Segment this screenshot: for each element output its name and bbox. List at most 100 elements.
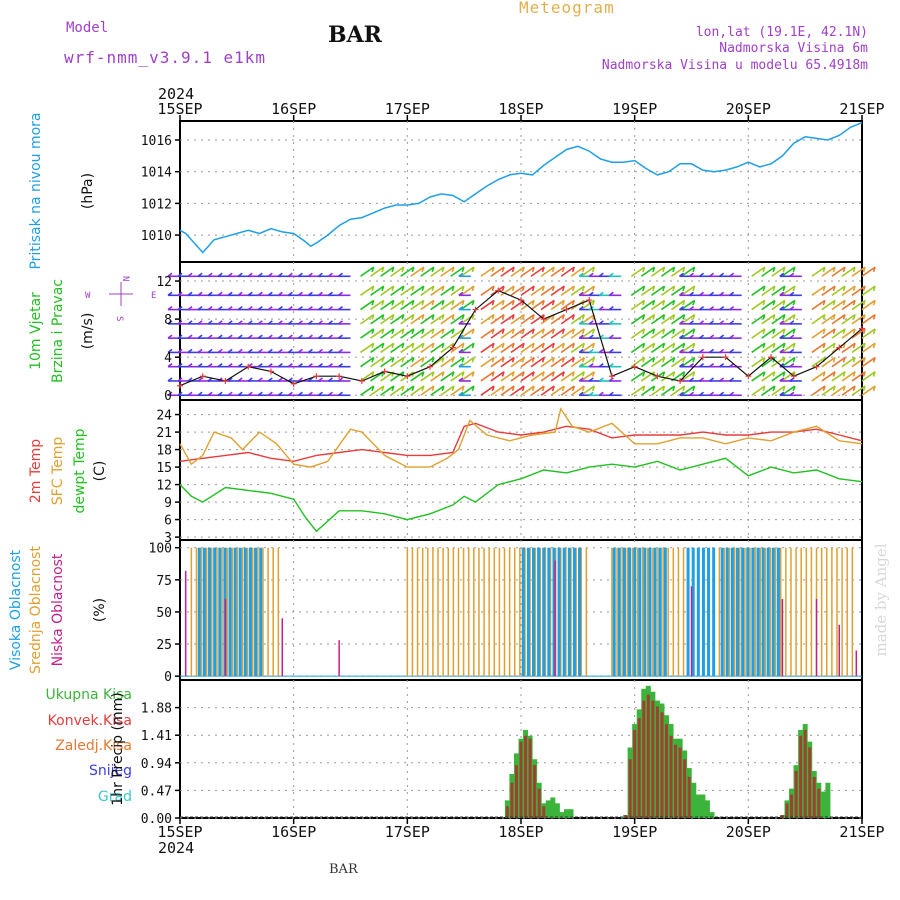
wind-barb-head [197, 363, 203, 368]
wind-barb-head [662, 285, 666, 292]
wind-barb-head [327, 291, 333, 296]
wind-barb [821, 328, 836, 339]
wind-barb-head [652, 328, 656, 334]
wind-barb [761, 299, 776, 311]
wind-barb-head [598, 320, 604, 325]
wind-barb [771, 342, 786, 354]
wind-barb-head [779, 272, 785, 277]
wind-barb [851, 285, 866, 296]
wind-barb-head [581, 371, 586, 377]
wind-barb-head [551, 385, 555, 392]
conv-rain-bar [683, 759, 687, 818]
wind-barb-head [561, 357, 565, 363]
wind-barb [640, 266, 655, 277]
wind-barb-head [762, 342, 766, 349]
wind-barb [630, 371, 645, 382]
conv-rain-bar [812, 776, 816, 818]
wind-barb [681, 356, 696, 368]
wind-barb-head [267, 363, 273, 368]
high-cloud-bar [771, 547, 775, 677]
wind-barb-head [779, 363, 785, 368]
wind-barb-head [401, 314, 405, 320]
pressure-ylabel: Pritisak na nivou mora [28, 112, 44, 269]
wind-barb-head [862, 328, 866, 334]
wind-barb-head [217, 291, 223, 296]
wind-barb-head [608, 305, 614, 311]
wind-barb [540, 285, 555, 296]
wind-barb-head [792, 314, 796, 320]
wind-barb-head [872, 314, 876, 320]
high-cloud-bar [663, 547, 667, 677]
wind-barb-head [588, 272, 594, 277]
wind-barb-head [177, 272, 183, 277]
wind-barb-head [307, 363, 313, 368]
wind-barb-head [307, 391, 313, 396]
wind-barb [560, 342, 575, 354]
wind-barb-head [381, 266, 385, 273]
wind-barb-head [371, 285, 375, 292]
wind-barb-head [287, 291, 293, 296]
total-rain-bar [704, 800, 710, 818]
wind-barb-head [531, 300, 535, 306]
wind-barb-head [822, 266, 826, 273]
wind-barb-head [257, 272, 263, 277]
wind-barb-head [471, 300, 475, 306]
wind-barb-head [772, 385, 776, 392]
high-cloud-bar [707, 547, 711, 677]
wind-barb [420, 371, 435, 382]
wind-speed-point [859, 325, 865, 332]
wind-barb [520, 356, 535, 368]
wind-barb-head [588, 291, 594, 296]
wind-barb-head [842, 300, 846, 306]
wind-barb [821, 371, 836, 382]
wind-barb-head [652, 357, 656, 363]
wind-barb-head [531, 385, 535, 392]
wind-barb-head [197, 334, 203, 339]
high-cloud-bar [766, 547, 770, 677]
wind-barb-head [608, 363, 614, 368]
wind-barb-head [167, 291, 173, 296]
high-cloud-bar [542, 547, 546, 677]
x-tick-label-bottom: 18SEP [498, 823, 543, 841]
wind-barb-head [679, 272, 684, 277]
wind-barb-head [531, 285, 535, 292]
data-layer [167, 121, 876, 818]
total-rain-bar [554, 803, 560, 818]
wind-barb [390, 342, 405, 354]
wind-barb-head [491, 342, 495, 349]
wind-barb [490, 371, 505, 382]
high-cloud-bar [228, 547, 232, 677]
wind-barb-head [789, 291, 795, 296]
wind-speed-point [608, 373, 615, 380]
wind-barb [630, 328, 645, 339]
wind-barb-head [491, 357, 495, 363]
wind-barb-head [277, 334, 283, 339]
wind-barb [500, 328, 515, 339]
wind-barb-head [207, 305, 213, 311]
wind-barb-head [491, 328, 495, 334]
wind-barb [650, 356, 665, 368]
wind-barb-head [177, 377, 183, 382]
wind-barb [630, 385, 645, 396]
wind-barb-head [862, 314, 866, 320]
wind-barb-head [521, 357, 525, 363]
wind-barb [480, 385, 495, 396]
wind-barb-head [689, 363, 695, 368]
wind-barb-head [598, 291, 604, 296]
conv-rain-bar [664, 724, 668, 818]
wind-barb [831, 285, 846, 296]
high-cloud-bar [259, 547, 263, 677]
wind-barb-head [699, 305, 705, 311]
wind-barb-head [391, 342, 395, 349]
wind-barb [510, 385, 525, 396]
wind-barb-head [709, 272, 715, 277]
wind-barb [660, 266, 675, 277]
wind-barb-head [461, 385, 465, 392]
wind-barb [670, 356, 686, 368]
wind-speed-point [495, 287, 502, 294]
wind-barb-head [652, 266, 656, 273]
wind-barb-head [461, 357, 465, 363]
wind-barb-head [662, 328, 666, 334]
wind-barb [851, 342, 866, 354]
wind-speed-point [745, 373, 752, 380]
